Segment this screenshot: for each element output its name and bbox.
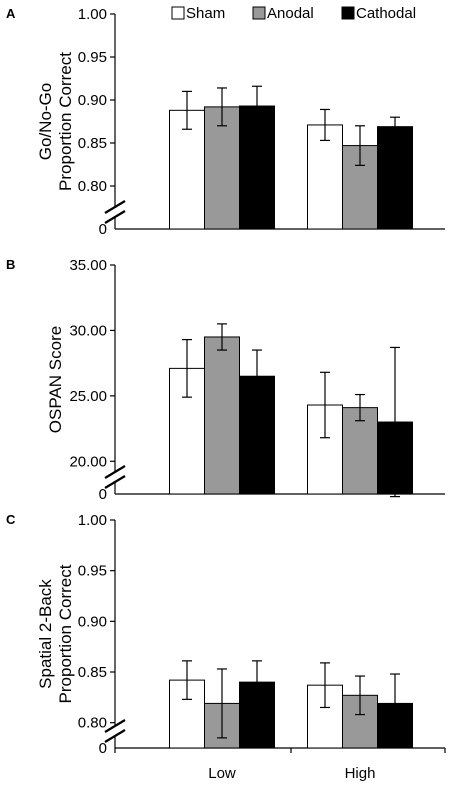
y-tick-label: 0.80 — [78, 178, 107, 195]
error-bar — [217, 323, 227, 351]
y-tick-label: 20.00 — [69, 453, 107, 470]
y-tick-label: 0.85 — [78, 135, 107, 152]
x-tick-label: Low — [208, 765, 236, 782]
y-tick-label: 1.00 — [78, 6, 107, 23]
y-axis-label: Spatial 2-BackProportion Correct — [36, 564, 75, 703]
y-tick-label: 0.80 — [78, 715, 107, 732]
error-bar — [355, 675, 365, 716]
axis-break-mark — [104, 729, 126, 743]
x-tick-label: High — [345, 765, 376, 782]
y-tick-label: 1.00 — [78, 512, 107, 529]
legend-label-cathodal: Cathodal — [356, 5, 416, 22]
y-baseline-label: 0 — [99, 740, 107, 757]
legend-label-sham: Sham — [186, 5, 225, 22]
axis-break-mark — [104, 210, 126, 224]
error-bar — [252, 85, 262, 127]
error-bar — [217, 668, 227, 739]
error-bar — [390, 116, 400, 137]
y-tick-label: 0.85 — [78, 664, 107, 681]
legend-swatch-sham — [171, 6, 185, 20]
bar-sham-high — [307, 124, 343, 230]
y-tick-label: 35.00 — [69, 257, 107, 274]
error-bar — [217, 87, 227, 127]
y-baseline-label: 0 — [99, 221, 107, 238]
panel-label: B — [6, 257, 15, 272]
error-bar — [252, 660, 262, 705]
legend: Sham Anodal Cathodal — [171, 5, 416, 22]
panel-label: A — [6, 6, 16, 21]
chart-panel-a: A Go/No-GoProportion Correct 1.00 0.95 0.90 0… — [6, 5, 445, 238]
legend-label-anodal: Anodal — [267, 5, 314, 22]
error-bar — [355, 125, 365, 166]
error-bar — [252, 349, 262, 403]
y-tick-label: 0.95 — [78, 49, 107, 66]
error-bar — [182, 90, 192, 130]
bar-anodal-low — [204, 106, 240, 230]
bar-cathodal-low — [239, 105, 275, 230]
y-tick-label: 0.90 — [78, 613, 107, 630]
y-axis-label: Go/No-GoProportion Correct — [36, 52, 75, 191]
error-bar — [320, 662, 330, 709]
bar-cathodal-low — [239, 681, 275, 749]
y-axis-label-line: Proportion Correct — [56, 564, 75, 703]
legend-swatch-cathodal — [341, 6, 355, 20]
axis-break-mark — [104, 475, 126, 489]
error-bar — [355, 393, 365, 422]
error-bar — [182, 338, 192, 398]
error-bar — [320, 371, 330, 439]
chart-panel-b: B OSPAN Score 35.00 30.00 25.00 20.00 0 — [6, 257, 445, 503]
panel-label: C — [6, 512, 16, 527]
axis-break-mark — [104, 200, 126, 214]
bar-anodal-low — [204, 336, 240, 495]
y-axis-label: OSPAN Score — [46, 326, 65, 433]
error-bar — [390, 346, 400, 498]
y-tick-label: 25.00 — [69, 388, 107, 405]
axis-break-mark — [104, 719, 126, 733]
chart-panel-c: C Spatial 2-BackProportion Correct 1.00 0.9… — [6, 512, 446, 782]
y-tick-label: 0.95 — [78, 563, 107, 580]
legend-swatch-anodal — [252, 6, 266, 20]
bar-cathodal-high — [377, 126, 413, 230]
bar-anodal-high — [342, 407, 378, 495]
y-tick-label: 0.90 — [78, 92, 107, 109]
y-baseline-label: 0 — [99, 486, 107, 503]
y-axis-label-line: OSPAN Score — [46, 326, 65, 433]
error-bar — [320, 108, 330, 142]
error-bar — [182, 660, 192, 700]
axis-break-mark — [104, 465, 126, 479]
error-bar — [390, 673, 400, 734]
y-axis-label-line: Spatial 2-Back — [36, 579, 55, 689]
y-tick-label: 30.00 — [69, 322, 107, 339]
y-axis-label-line: Proportion Correct — [56, 52, 75, 191]
y-axis-label-line: Go/No-Go — [36, 83, 55, 160]
